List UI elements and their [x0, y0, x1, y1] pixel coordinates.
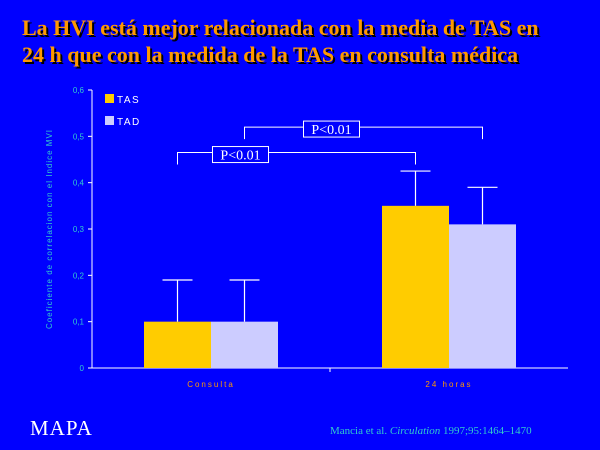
citation-journal: Circulation: [389, 425, 441, 437]
y-tick-label: 0: [80, 364, 85, 373]
significance-label: P<0.01: [220, 149, 260, 164]
y-tick-label: 0,6: [73, 86, 85, 95]
slide-title-line-2: 24 h que con la medida de la TAS en cons…: [22, 42, 519, 67]
bar-tas-1: [382, 205, 449, 368]
legend-swatch-tad: [105, 116, 114, 125]
citation-rest: 1997;95:1464–1470: [440, 425, 532, 437]
footer-label: MAPA: [30, 416, 93, 440]
citation-authors: Mancia et al.: [330, 425, 390, 437]
y-axis-label: Coeficiente de correlacion con el Indice…: [45, 129, 54, 329]
y-tick-label: 0,5: [73, 132, 85, 141]
legend-label-tas: TAS: [117, 95, 140, 106]
bar-tad-1: [449, 224, 516, 368]
y-tick-label: 0,3: [73, 225, 85, 234]
significance-bracket: [244, 126, 483, 140]
legend-label-tad: TAD: [117, 117, 141, 128]
y-tick-label: 0,2: [73, 271, 85, 280]
slide-title: La HVI está mejor relacionada con la med…: [22, 14, 592, 68]
significance-label: P<0.01: [311, 123, 351, 138]
citation: Mancia et al. Circulation 1997;95:1464–1…: [330, 425, 532, 437]
significance-label-box: [303, 120, 360, 138]
x-tick-label: Consulta: [187, 380, 235, 389]
significance-bracket: [177, 152, 416, 165]
slide-title-line-1: La HVI está mejor relacionada con la med…: [22, 15, 539, 40]
x-tick-label: 24 horas: [425, 380, 472, 389]
bar-tas-0: [144, 321, 211, 368]
significance-label-box: [212, 146, 269, 164]
y-tick-label: 0,1: [73, 318, 85, 327]
legend-swatch-tas: [105, 94, 114, 103]
bar-tad-0: [211, 321, 278, 368]
y-tick-label: 0,4: [73, 179, 85, 188]
